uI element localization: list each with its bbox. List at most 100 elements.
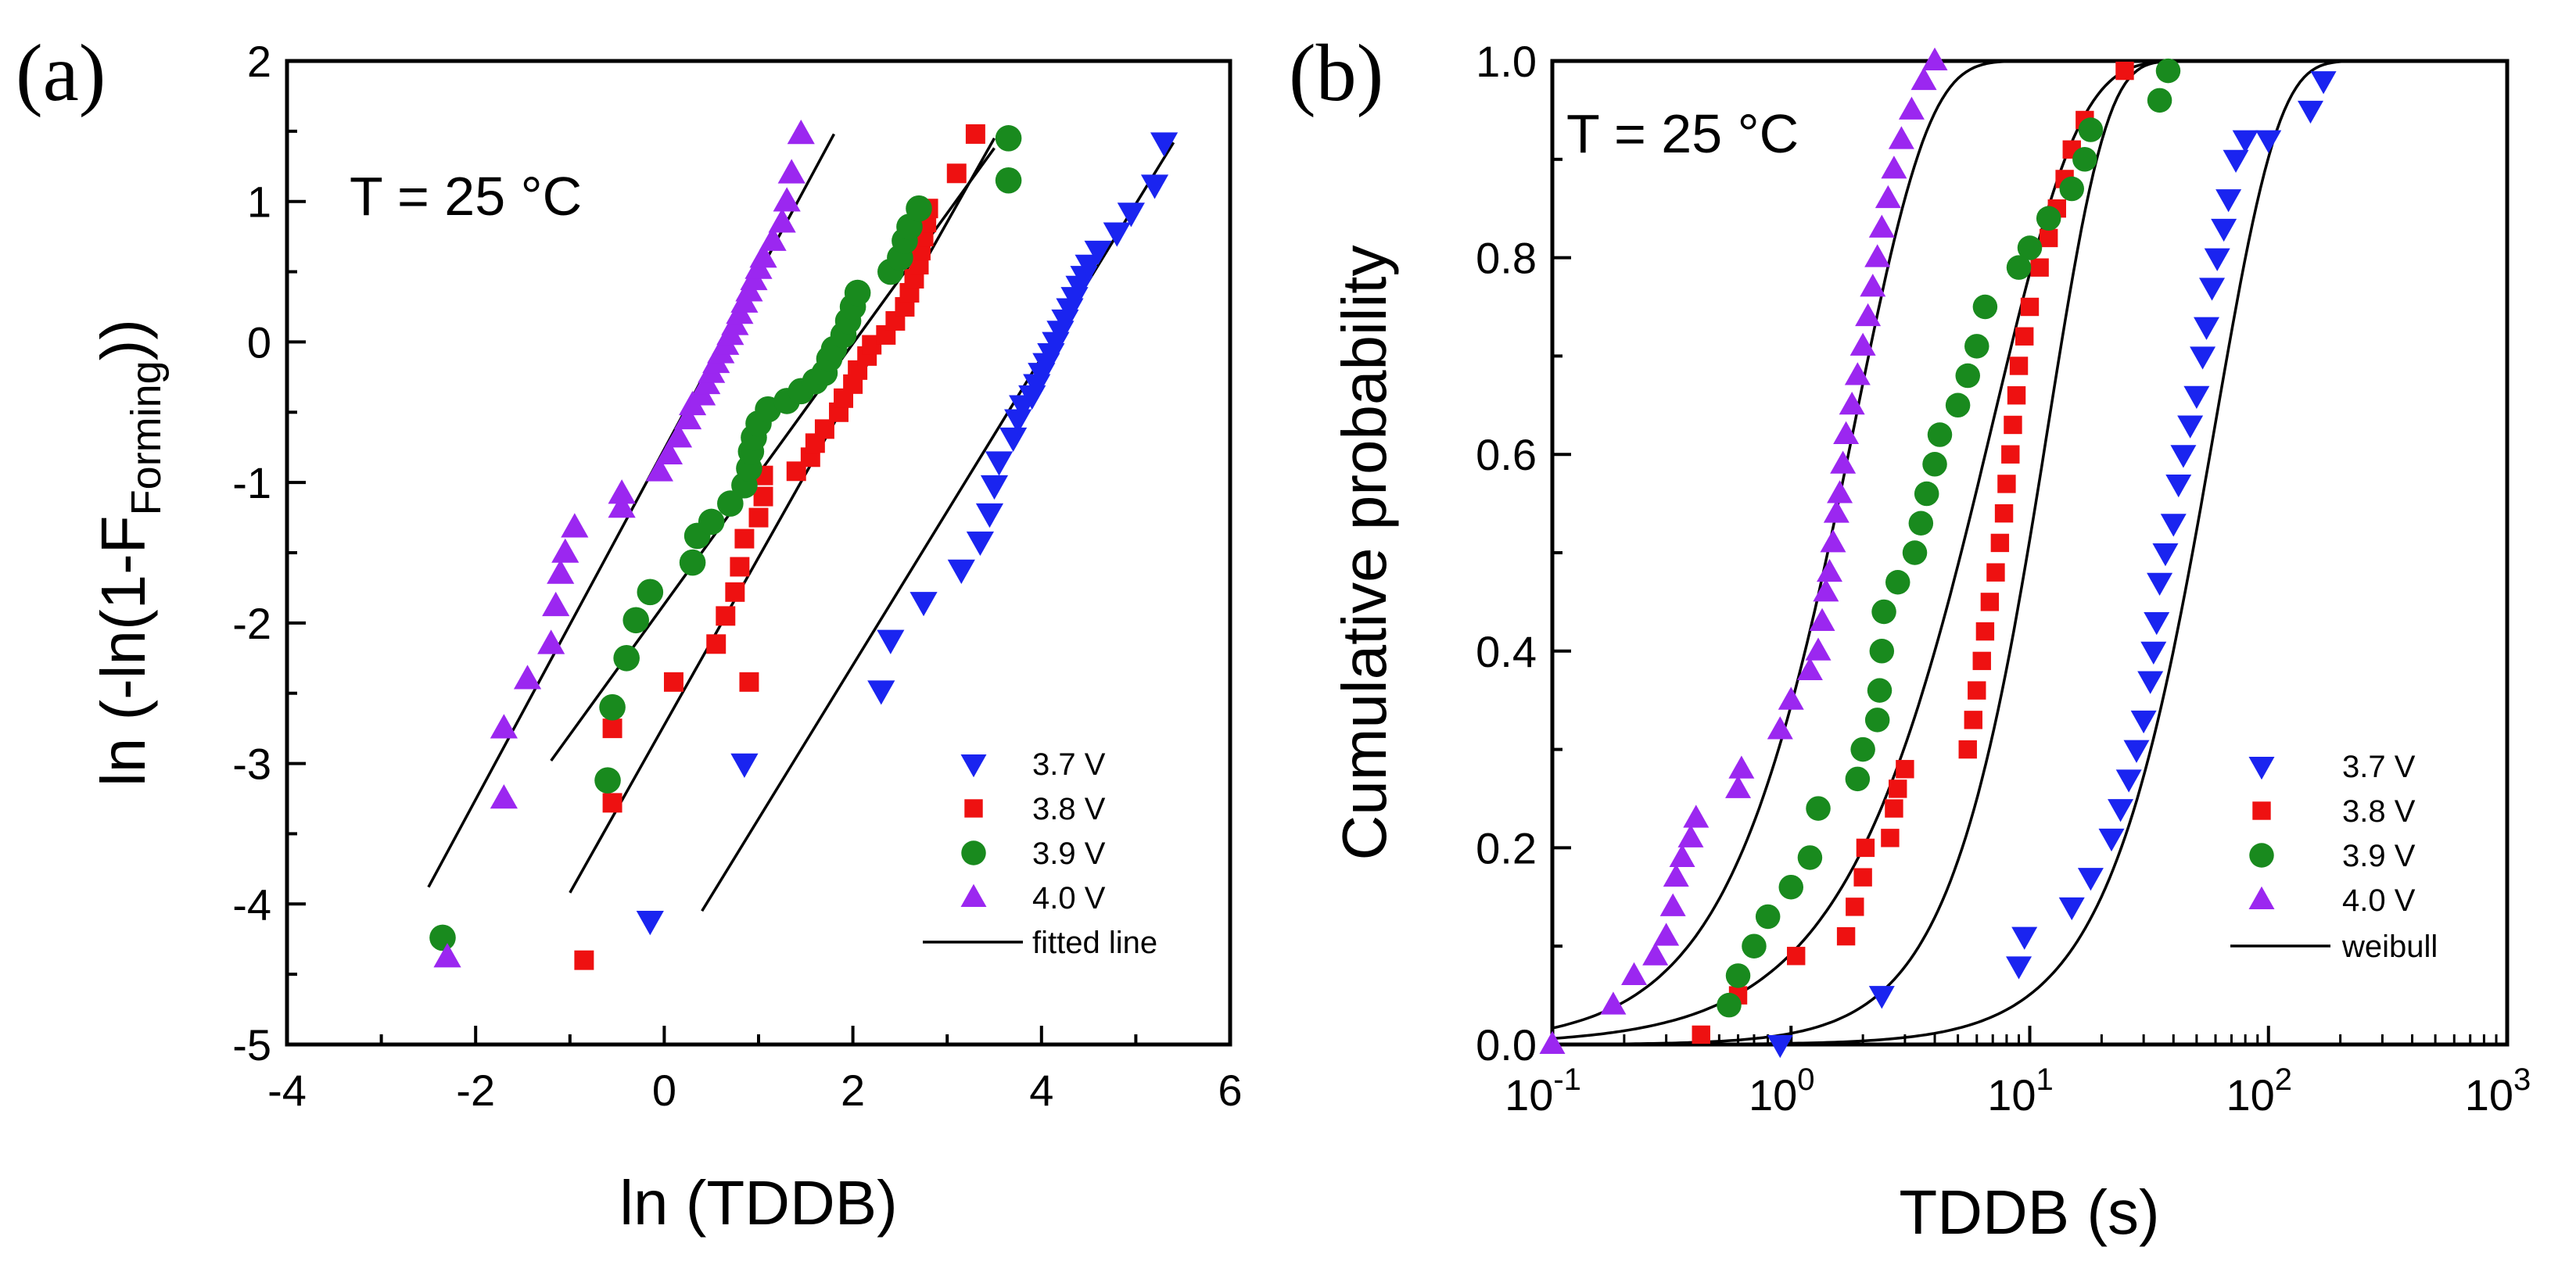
b-point-4p0V [1898, 96, 1925, 120]
b-point-3p8V [2115, 61, 2134, 81]
b-point-3p8V [2020, 297, 2040, 317]
a-point-4p0V [547, 559, 575, 584]
a-point-3p9V [429, 924, 456, 951]
b-point-3p7V [2310, 71, 2337, 95]
panel-b-x-ticks: 10-1 100 101 102 103 [1505, 1026, 2531, 1120]
b-point-4p0V [1805, 637, 1832, 661]
b-point-4p0V [1669, 844, 1695, 867]
b-point-3p8V [1836, 926, 1856, 946]
b-x-tick-base: 10 [1505, 1070, 1553, 1120]
a-point-4p0V [537, 629, 565, 654]
b-point-3p9V [2017, 235, 2043, 260]
b-y-tick-label: 0.0 [1476, 1020, 1537, 1070]
b-point-4p0V [1778, 686, 1804, 710]
a-point-3p7V [966, 531, 995, 557]
b-point-3p8V [1692, 1025, 1710, 1044]
b-point-4p0V [1875, 185, 1901, 209]
a-point-3p7V [985, 451, 1014, 476]
a-point-4p0V [608, 479, 636, 504]
a-point-4p0V [645, 457, 673, 482]
a-point-4p0V [773, 187, 801, 212]
b-point-3p7V [2177, 415, 2204, 439]
b-point-3p9V [1945, 392, 1971, 418]
b-point-3p9V [1964, 334, 1989, 359]
b-point-3p8V [1846, 898, 1864, 916]
panel-b-label: (b) [1289, 28, 1383, 118]
b-point-3p7V [2144, 612, 2170, 636]
b-point-4p0V [1659, 893, 1686, 916]
a-y-tick-label: -3 [232, 740, 271, 789]
b-point-3p7V [2165, 474, 2192, 498]
a-point-3p9V [995, 125, 1022, 152]
b-point-3p7V [2011, 926, 2038, 950]
b-point-3p9V [1869, 639, 1895, 664]
b-point-4p0V [1600, 991, 1627, 1015]
b-point-3p8V [2007, 386, 2026, 405]
b-point-3p8V [1968, 681, 1986, 700]
b-x-tick-base: 10 [2226, 1070, 2274, 1120]
panel-a-y-axis-label: ln (-ln(1-FForming)) [88, 319, 170, 786]
b-point-3p9V [2036, 206, 2061, 231]
a-y-tick-label: 0 [247, 317, 271, 367]
b-x-tick-exponent: 0 [1797, 1062, 1814, 1097]
b-point-4p0V [1809, 607, 1835, 632]
a-point-4p0V [608, 493, 636, 518]
a-point-4p0V [768, 208, 796, 233]
a-point-3p8V [663, 672, 683, 692]
a-y-tick-label: 1 [247, 177, 271, 227]
b-legend-marker-4p0V [2248, 886, 2275, 909]
b-point-4p0V [1910, 66, 1937, 91]
b-point-3p8V [1990, 533, 2010, 553]
b-point-3p7V [2211, 218, 2237, 242]
a-point-3p8V [734, 529, 755, 549]
a-y-tick-label: -4 [232, 880, 271, 929]
b-point-3p7V [2199, 278, 2226, 301]
b-point-4p0V [1827, 480, 1853, 503]
a-point-3p9V [717, 490, 744, 517]
b-x-tick-label: 103 [2465, 1062, 2531, 1120]
b-point-3p7V [2006, 956, 2032, 980]
a-point-4p0V [490, 714, 518, 739]
b-x-tick-base: 10 [1987, 1070, 2036, 1120]
b-point-3p9V [1717, 992, 1742, 1018]
panel-a-x-ticks: -4 -2 0 2 4 6 [267, 1026, 1243, 1115]
b-point-3p9V [1914, 481, 1939, 507]
a-point-3p8V [739, 672, 759, 692]
a-point-3p7V [730, 753, 759, 778]
b-point-4p0V [1888, 126, 1914, 149]
a-point-4p0V [777, 159, 805, 184]
panel-a-y-label-end: )) [88, 319, 158, 360]
b-point-4p0V [1849, 332, 1876, 356]
a-point-3p9V [698, 508, 725, 536]
b-point-4p0V [1767, 716, 1793, 740]
b-point-3p8V [1958, 740, 1977, 759]
a-point-3p8V [602, 793, 622, 813]
b-point-4p0V [1860, 274, 1886, 297]
b-point-4p0V [1921, 47, 1948, 70]
a-point-3p7V [1084, 240, 1112, 266]
b-point-4p0V [1864, 244, 1891, 267]
a-point-4p0V [673, 404, 702, 430]
b-x-tick-label: 100 [1749, 1062, 1815, 1120]
b-point-4p0V [1728, 755, 1755, 779]
a-legend-marker-3p8V [964, 799, 983, 818]
a-point-4p0V [749, 243, 777, 268]
a-point-3p7V [1075, 254, 1103, 279]
a-point-4p0V [655, 439, 683, 464]
b-point-4p0V [1844, 362, 1871, 385]
a-point-4p0V [490, 784, 518, 809]
a-x-tick-label: 0 [652, 1066, 676, 1115]
b-point-3p9V [1797, 845, 1823, 870]
b-point-4p0V [1839, 392, 1865, 415]
a-point-3p8V [753, 486, 773, 507]
b-point-3p8V [2001, 445, 2020, 464]
a-x-tick-label: -2 [456, 1066, 495, 1115]
b-point-3p9V [1778, 874, 1803, 900]
b-point-3p9V [1755, 904, 1781, 930]
b-point-4p0V [1855, 303, 1882, 327]
b-x-tick-base: 10 [2465, 1070, 2513, 1120]
panel-a-y-label-main: ln (-ln(1-F [88, 515, 158, 786]
b-point-3p9V [1871, 599, 1896, 625]
b-point-3p7V [2255, 130, 2282, 153]
